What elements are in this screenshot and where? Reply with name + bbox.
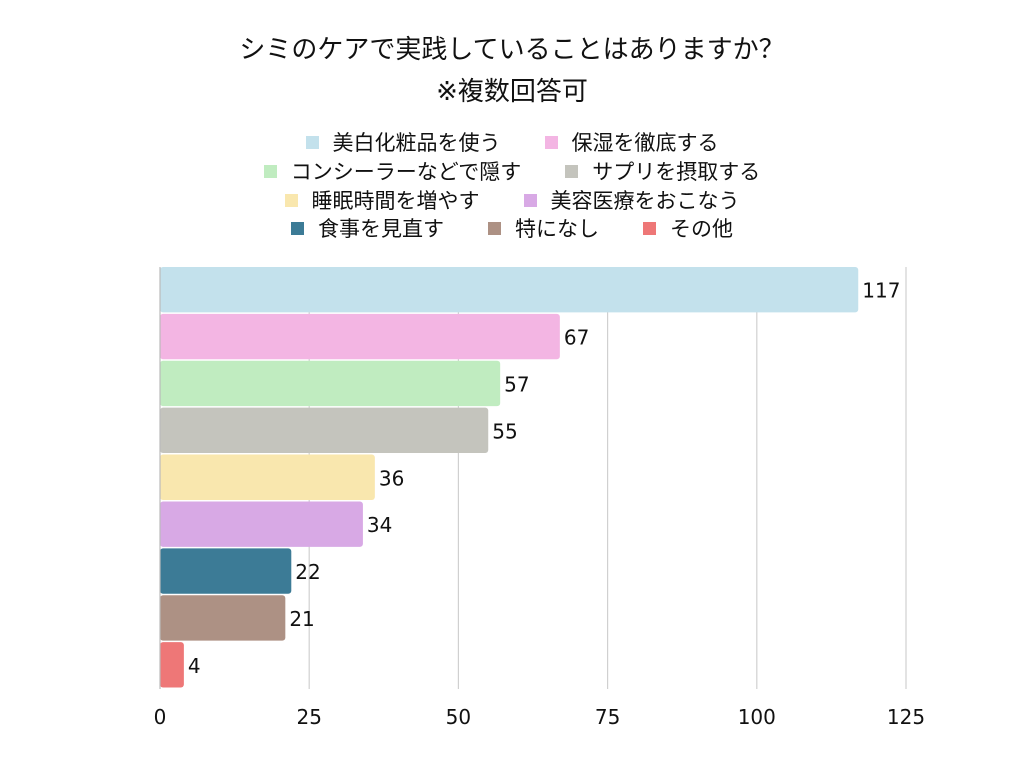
legend-label: その他 (670, 217, 733, 241)
legend-swatch (284, 193, 298, 207)
legend-label: 美容医療をおこなう (550, 189, 740, 213)
legend-row: コンシーラーなどで隠す サプリを摂取する (0, 157, 1024, 185)
legend-label: 保湿を徹底する (571, 131, 719, 155)
bar (160, 595, 286, 641)
legend-swatch (305, 135, 319, 149)
x-tick-label: 50 (446, 705, 471, 729)
x-tick-label: 100 (738, 705, 776, 729)
bar-value-label: 117 (862, 279, 900, 303)
legend-swatch (291, 221, 304, 235)
legend-item[interactable]: コンシーラーなどで隠す (263, 156, 522, 186)
bar (160, 548, 292, 594)
legend-swatch (263, 164, 277, 178)
legend-item[interactable]: その他 (643, 213, 733, 243)
x-tick-label: 125 (887, 705, 925, 729)
legend-item[interactable]: 美容医療をおこなう (523, 185, 740, 215)
x-tick-label: 25 (296, 705, 321, 729)
legend-label: コンシーラーなどで隠す (290, 160, 522, 184)
bar-value-label: 21 (289, 607, 314, 631)
legend-label: 食事を見直す (318, 217, 444, 241)
bar (160, 501, 363, 547)
x-tick-label: 0 (154, 705, 167, 729)
legend-item[interactable]: サプリを摂取する (565, 156, 760, 186)
legend-label: 特になし (515, 217, 599, 241)
bar (160, 407, 489, 454)
bar-value-label: 34 (367, 513, 392, 537)
bar (160, 360, 501, 407)
bar-value-label: 22 (295, 560, 320, 584)
bar (160, 313, 560, 360)
bar-value-label: 36 (379, 466, 404, 490)
bar (160, 267, 859, 313)
bar-value-label: 55 (492, 419, 517, 443)
legend-swatch (523, 193, 537, 207)
x-tick-label: 75 (595, 705, 620, 729)
bar (160, 642, 184, 688)
legend-row: 美白化粧品を使う 保湿を徹底する (0, 128, 1024, 156)
legend-swatch (488, 221, 501, 235)
chart-subtitle: ※複数回答可 (436, 77, 588, 107)
bar-value-label: 67 (564, 326, 589, 350)
legend-swatch (544, 135, 558, 149)
legend-label: 睡眠時間を増やす (311, 189, 480, 213)
legend-item[interactable]: 美白化粧品を使う (305, 127, 501, 157)
legend-label: 美白化粧品を使う (332, 131, 501, 155)
legend-item[interactable]: 食事を見直す (291, 213, 444, 243)
legend-swatch (565, 164, 579, 178)
legend-item[interactable]: 特になし (488, 213, 599, 243)
legend-label: サプリを摂取する (592, 160, 761, 184)
chart-title: シミのケアで実践していることはありますか？ (239, 35, 785, 65)
bar-value-label: 4 (188, 654, 201, 678)
bar (160, 454, 375, 500)
legend-row: 食事を見直す 特になし その他 (0, 214, 1024, 242)
legend-item[interactable]: 保湿を徹底する (544, 127, 719, 157)
legend-swatch (643, 221, 656, 235)
bar-value-label: 57 (504, 372, 529, 396)
legend-row: 睡眠時間を増やす 美容医療をおこなう (0, 186, 1024, 214)
legend-item[interactable]: 睡眠時間を増やす (284, 185, 480, 215)
